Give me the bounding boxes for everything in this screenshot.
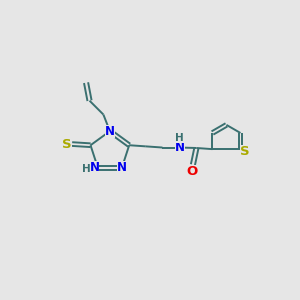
Text: N: N [117, 161, 127, 174]
Text: O: O [187, 165, 198, 178]
Text: S: S [240, 146, 249, 158]
Text: H: H [175, 133, 184, 143]
Text: N: N [105, 125, 115, 138]
Text: H: H [82, 164, 91, 174]
Text: N: N [89, 161, 99, 174]
Text: N: N [175, 141, 184, 154]
Text: S: S [62, 138, 72, 151]
